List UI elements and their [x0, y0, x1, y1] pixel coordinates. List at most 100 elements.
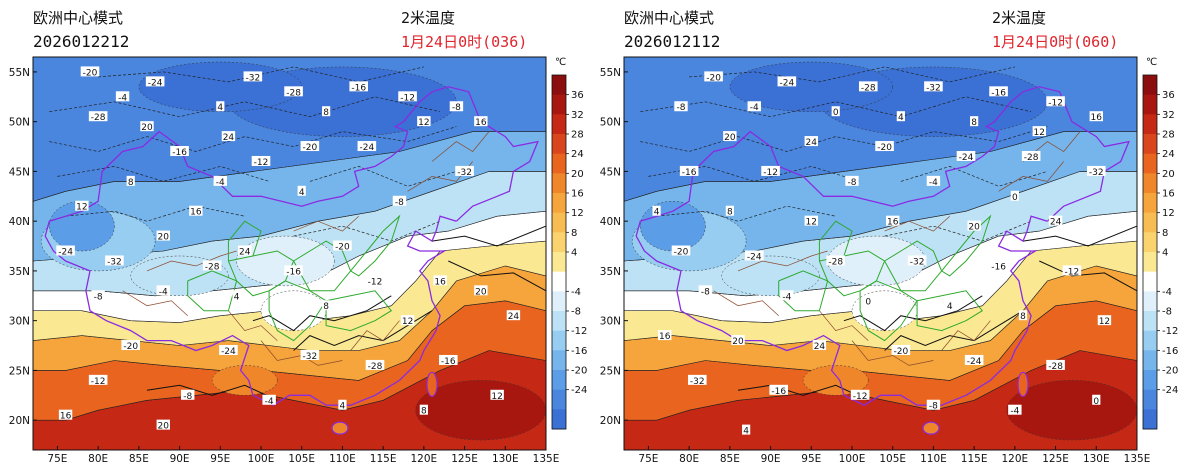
province-boundary: [268, 280, 327, 342]
longitude-label: 100E: [248, 453, 275, 465]
svg-text:0: 0: [865, 297, 871, 307]
contour-label: -16: [989, 260, 1008, 272]
boundary-line: [146, 250, 237, 272]
contour-label: 20: [723, 131, 737, 143]
contour-label: 12: [417, 116, 431, 128]
contour-label: -8: [698, 285, 713, 297]
colorbar-label: -20: [571, 366, 587, 377]
colorbar: ℃ 36 32 28 24 20 16 12 8 4 -4 -8 -12 -16 -20 -24: [1142, 57, 1178, 430]
longitude-label: 80E: [88, 453, 108, 465]
dashed-isotherm: [98, 66, 424, 83]
svg-text:-32: -32: [926, 83, 941, 93]
longitude-label: 85E: [720, 453, 740, 465]
init-time: 2026012212: [33, 32, 130, 51]
map-frame: [623, 56, 1138, 451]
coastline: [326, 215, 457, 406]
colorbar-swatch: [552, 193, 566, 214]
colorbar-swatch: [1143, 291, 1157, 312]
colorbar-swatch: [1143, 370, 1157, 391]
contour-label: 24: [804, 136, 818, 148]
colorbar-label: 8: [1162, 228, 1168, 239]
province-boundary: [818, 220, 853, 261]
contour-label: 8: [322, 300, 331, 312]
boundary-line: [293, 215, 359, 232]
svg-text:-28: -28: [91, 113, 106, 123]
longitude-label: 130E: [1083, 453, 1110, 465]
latitude-label: 45N: [600, 166, 621, 178]
longitude-label: 120E: [411, 453, 438, 465]
longitude-label: 115E: [370, 453, 397, 465]
valid-time: 1月24日0时(060): [992, 33, 1119, 51]
contour-label: 16: [58, 409, 73, 422]
colorbar-swatch: [1143, 311, 1157, 332]
contour-label: -28: [858, 81, 878, 93]
contour-label: 20: [731, 335, 745, 347]
contour-label: -32: [1086, 165, 1106, 178]
svg-text:4: 4: [217, 103, 223, 113]
colorbar-label: 20: [571, 169, 584, 180]
contour-label: -28: [826, 255, 846, 267]
longitude-label: 90E: [170, 453, 190, 465]
province-boundary: [227, 220, 262, 261]
longitude-label: 135E: [1124, 453, 1151, 465]
contour-label: 8: [322, 106, 331, 118]
temperature-cell: [236, 235, 335, 287]
svg-text:-20: -20: [83, 68, 98, 78]
contour-label: 16: [189, 205, 203, 218]
svg-text:-20: -20: [123, 342, 138, 352]
svg-text:4: 4: [947, 302, 953, 312]
svg-text:-16: -16: [351, 83, 366, 93]
forecast-panel-left: 欧洲中心模式 2026012212 2米温度 1月24日0时(036) -20-…: [9, 9, 588, 465]
contour-label: -16: [679, 165, 699, 178]
colorbar: ℃ 36 32 28 24 20 16 12 8 4 -4 -8 -12 -16 -20 -24: [551, 57, 587, 430]
svg-text:12: 12: [491, 392, 502, 402]
svg-text:8: 8: [1020, 312, 1026, 322]
svg-text:4: 4: [299, 188, 305, 198]
contour-label: 8: [725, 205, 734, 218]
latitude-label: 40N: [600, 216, 621, 228]
latitude-label: 55N: [600, 67, 621, 79]
svg-text:-28: -28: [828, 257, 843, 267]
colorbar-swatch: [552, 311, 566, 332]
colorbar-label: -8: [1162, 307, 1172, 318]
contour-label: -4: [1008, 404, 1022, 417]
dashed-isotherm: [900, 166, 1048, 187]
svg-text:24: 24: [806, 138, 818, 148]
contour-label: 0: [864, 295, 873, 307]
map-frame: [32, 56, 547, 451]
contour-label: -8: [845, 175, 859, 188]
colorbar-swatch: [552, 134, 566, 155]
solid-isotherm: [1022, 225, 1137, 247]
colorbar-swatch: [1143, 409, 1157, 430]
contour-label: 12: [1032, 126, 1046, 138]
colorbar-swatch: [1143, 389, 1157, 410]
contour-label: -12: [365, 275, 385, 287]
svg-text:-8: -8: [701, 287, 710, 297]
contour-label: -12: [850, 389, 870, 402]
boundary-line: [737, 250, 828, 272]
province-boundary: [325, 290, 393, 332]
colorbar-label: 28: [571, 130, 584, 141]
svg-text:12: 12: [76, 203, 87, 213]
colorbar-label: 4: [571, 248, 577, 259]
longitude-label: 95E: [210, 453, 230, 465]
svg-text:-32: -32: [690, 377, 705, 387]
contour-label: -8: [181, 389, 195, 402]
svg-text:8: 8: [727, 208, 733, 218]
svg-text:8: 8: [323, 108, 329, 118]
colorbar-label: -24: [571, 385, 587, 396]
contour-label: 24: [238, 245, 252, 258]
solid-isotherm: [146, 384, 278, 401]
contour-label: 8: [419, 404, 428, 417]
contour-label: 8: [1018, 310, 1028, 322]
contour-label: 24: [221, 131, 236, 143]
contour-label: -16: [284, 265, 303, 277]
svg-text:-24: -24: [967, 357, 982, 367]
colorbar-swatch: [1143, 114, 1157, 135]
contour-label: -12: [1062, 265, 1082, 277]
contour-label: -8: [674, 101, 688, 113]
longitude-label: 90E: [761, 453, 781, 465]
svg-text:-28: -28: [1024, 153, 1039, 163]
coastline: [917, 215, 1048, 406]
contour-label: -28: [365, 359, 385, 372]
